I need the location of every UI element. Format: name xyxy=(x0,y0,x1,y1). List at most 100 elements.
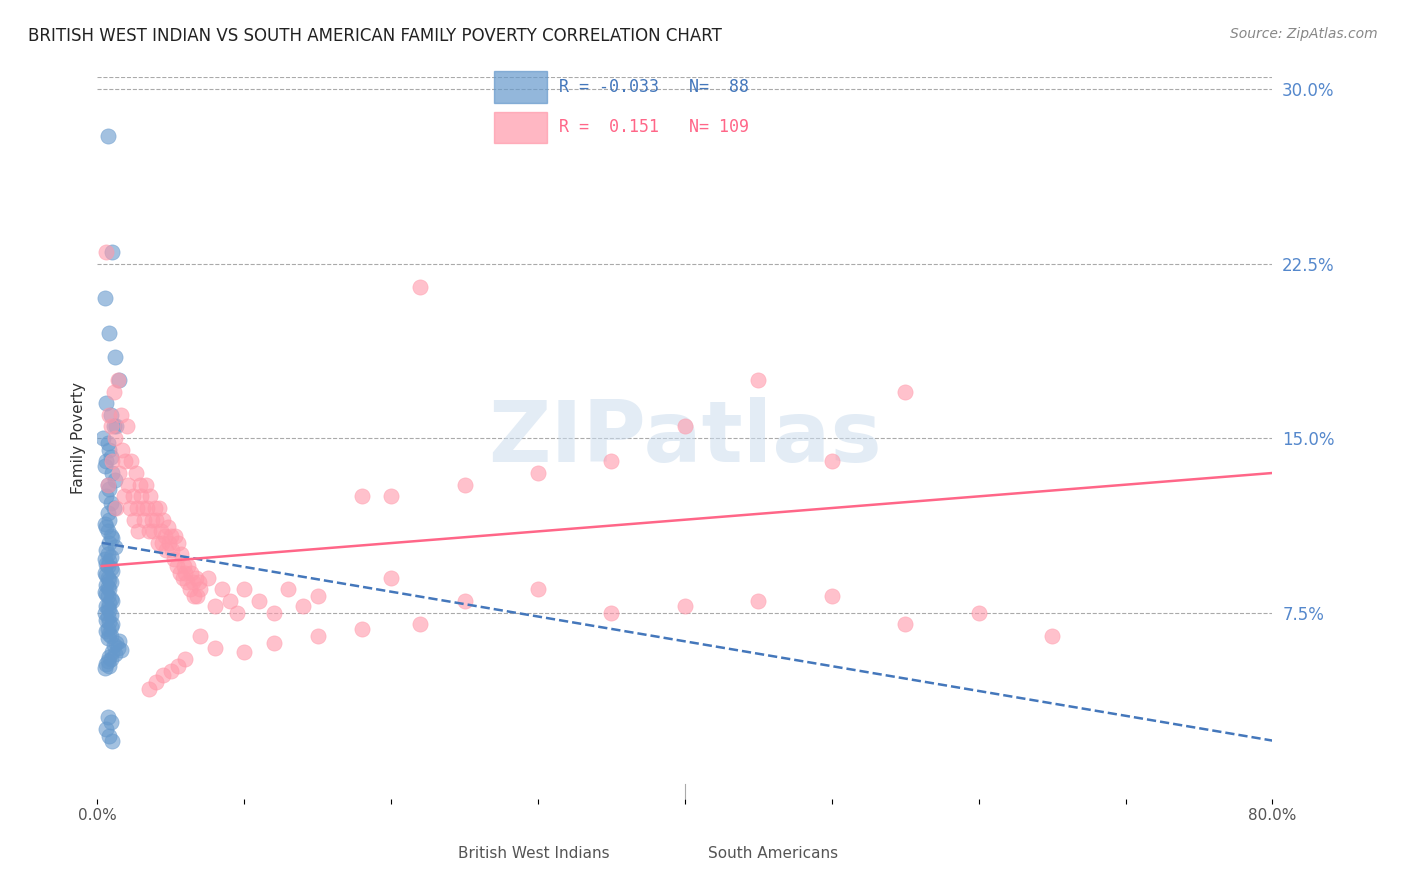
Point xyxy=(96,542,118,557)
Point xyxy=(120,454,142,468)
Point xyxy=(97,477,120,491)
Point xyxy=(167,659,190,673)
Point xyxy=(148,500,170,515)
Point xyxy=(127,524,149,538)
Point xyxy=(673,419,696,434)
Point xyxy=(96,489,118,503)
Point xyxy=(141,512,163,526)
Point xyxy=(747,594,769,608)
Point xyxy=(673,599,696,613)
Point xyxy=(124,466,146,480)
Point xyxy=(97,590,120,604)
Point xyxy=(110,408,132,422)
Point xyxy=(97,435,120,450)
Point xyxy=(104,350,127,364)
Point xyxy=(100,619,122,633)
Point xyxy=(108,373,131,387)
Point xyxy=(747,373,769,387)
Point xyxy=(97,524,120,538)
Point xyxy=(96,396,118,410)
Point xyxy=(98,582,121,597)
Point xyxy=(218,594,240,608)
Point xyxy=(121,489,143,503)
Point xyxy=(93,584,115,599)
Point xyxy=(101,531,124,545)
Point xyxy=(97,631,120,645)
Point xyxy=(93,606,115,620)
Point xyxy=(105,636,128,650)
Point xyxy=(409,280,432,294)
Point xyxy=(145,512,167,526)
Point xyxy=(96,599,118,613)
Point xyxy=(150,536,173,550)
Point xyxy=(176,575,198,590)
Point xyxy=(307,629,329,643)
Point xyxy=(122,512,145,526)
Point xyxy=(100,529,122,543)
Point xyxy=(159,529,181,543)
Point xyxy=(167,536,190,550)
Bar xyxy=(494,112,547,143)
Point xyxy=(894,384,917,399)
Point xyxy=(225,606,247,620)
Point xyxy=(291,599,314,613)
Point xyxy=(142,524,165,538)
Text: British West Indians: British West Indians xyxy=(458,846,610,861)
Point xyxy=(173,559,195,574)
Point xyxy=(100,629,122,643)
Point xyxy=(117,477,139,491)
Point xyxy=(96,568,118,582)
Point xyxy=(277,582,299,597)
Point xyxy=(179,582,201,597)
Point xyxy=(162,542,184,557)
Point xyxy=(380,571,402,585)
Point xyxy=(138,682,160,697)
Point xyxy=(152,668,174,682)
Point xyxy=(96,454,118,468)
Point xyxy=(98,326,121,341)
Point xyxy=(100,549,122,564)
Point xyxy=(97,548,120,562)
Point xyxy=(101,617,124,632)
Point xyxy=(163,552,186,566)
Point xyxy=(107,373,129,387)
Point xyxy=(100,714,122,729)
Point xyxy=(98,626,121,640)
Point xyxy=(181,575,204,590)
Point xyxy=(138,524,160,538)
Point xyxy=(159,664,181,678)
Point xyxy=(100,652,122,666)
Point xyxy=(100,496,122,510)
Point xyxy=(307,590,329,604)
Point xyxy=(125,500,148,515)
Point xyxy=(112,489,135,503)
Point xyxy=(93,292,115,306)
Point xyxy=(143,500,166,515)
Point xyxy=(98,729,121,743)
Point xyxy=(93,458,115,473)
Point xyxy=(197,571,219,585)
Point xyxy=(98,615,121,629)
Point xyxy=(97,128,120,143)
Point xyxy=(97,710,120,724)
Point xyxy=(188,582,211,597)
Point xyxy=(263,636,285,650)
Point xyxy=(93,661,115,675)
Point xyxy=(98,649,121,664)
Point xyxy=(233,645,256,659)
Point xyxy=(165,529,187,543)
Point xyxy=(98,536,121,550)
Point xyxy=(136,500,159,515)
Text: South Americans: South Americans xyxy=(709,846,838,861)
Point xyxy=(100,575,122,590)
Point xyxy=(100,408,122,422)
Point xyxy=(100,591,122,606)
Point xyxy=(166,559,188,574)
Point xyxy=(172,571,194,585)
Point xyxy=(155,542,177,557)
Point xyxy=(108,466,131,480)
Point xyxy=(110,643,132,657)
Text: R = -0.033   N=  88: R = -0.033 N= 88 xyxy=(560,78,749,95)
Point xyxy=(104,541,127,555)
Point xyxy=(96,244,118,259)
